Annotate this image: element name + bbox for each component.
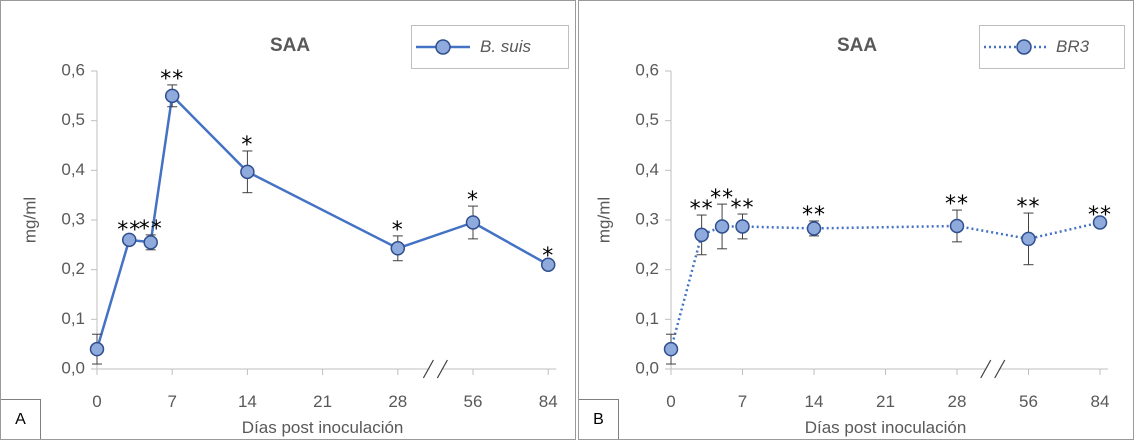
axis-break-mark: [980, 359, 992, 379]
chart-panel-b: SAA mg/ml Días post inoculación 0,0 0,1 0,2 0,…: [578, 0, 1134, 440]
data-point: [663, 341, 679, 357]
x-tick-label: 14: [805, 392, 824, 411]
x-tick-label: 84: [539, 392, 558, 411]
data-point: [540, 257, 556, 272]
x-tick-label: 56: [1019, 392, 1038, 411]
data-point: [465, 215, 481, 230]
significance-label: *: [392, 218, 404, 243]
y-tick-label: 0,1: [61, 309, 85, 328]
significance-label: **: [731, 196, 755, 221]
y-tick-label: 0,4: [635, 160, 659, 179]
y-tick-label: 0,6: [635, 60, 659, 79]
y-tick-label: 0,5: [635, 110, 659, 129]
y-tick-label: 0,6: [61, 60, 85, 79]
x-axis-label: Días post inoculación: [242, 418, 404, 437]
data-point: [806, 221, 822, 236]
legend-b: BR3: [979, 25, 1125, 69]
x-tick-label: 14: [238, 392, 257, 411]
data-point: [714, 219, 730, 234]
chart-title: SAA: [270, 35, 310, 56]
y-tick-label: 0,2: [61, 259, 85, 278]
significance-label: **: [160, 67, 184, 92]
y-tick-label: 0,3: [635, 209, 659, 228]
axis-break-mark: [436, 359, 448, 379]
legend-label-b: BR3: [1056, 37, 1090, 56]
legend-swatch-b: [984, 39, 1046, 55]
x-tick-label: 21: [876, 392, 895, 411]
legend-a: B. suis: [411, 25, 569, 69]
x-tick-label: 0: [92, 392, 101, 411]
y-tick-label: 0,4: [61, 160, 85, 179]
significance-label: **: [1017, 195, 1041, 220]
data-point: [240, 164, 255, 180]
series-line: [95, 94, 549, 350]
chart-title: SAA: [837, 35, 877, 56]
significance-label: **: [802, 203, 826, 228]
data-point: [949, 218, 965, 234]
y-axis-label: mg/ml: [20, 197, 39, 243]
significance-label: *: [542, 244, 554, 269]
significance-label: **: [117, 218, 141, 243]
significance-label: *: [467, 188, 479, 213]
axis-break-mark: [422, 359, 434, 379]
data-point: [143, 235, 158, 250]
x-tick-label: 7: [738, 392, 747, 411]
significance-label: **: [945, 192, 969, 217]
legend-label-a: B. suis: [480, 37, 532, 56]
x-tick-label: 21: [313, 392, 332, 411]
data-point: [694, 227, 709, 243]
series-line: [669, 221, 1101, 350]
y-tick-label: 0,3: [61, 209, 85, 228]
data-point: [390, 241, 406, 256]
x-tick-label: 28: [948, 392, 967, 411]
chart-svg-b: SAA mg/ml Días post inoculación 0,0 0,1 0,2 0,…: [594, 35, 1112, 437]
y-axis-label: mg/ml: [594, 197, 613, 243]
panel-letter-a: A: [1, 399, 41, 439]
significance-label: **: [710, 186, 734, 211]
data-point: [735, 219, 750, 234]
y-tick-label: 0,0: [635, 358, 659, 377]
data-point: [164, 88, 180, 104]
significance-label: **: [1088, 203, 1112, 228]
x-tick-label: 0: [666, 392, 675, 411]
x-tick-label: 28: [388, 392, 407, 411]
axis-break-mark: [994, 359, 1006, 379]
data-point: [89, 341, 105, 357]
y-tick-label: 0,1: [635, 309, 659, 328]
significance-label: **: [690, 197, 714, 222]
data-point: [1092, 215, 1108, 230]
significance-label: **: [139, 217, 163, 242]
x-tick-label: 84: [1091, 392, 1110, 411]
y-tick-label: 0,5: [61, 110, 85, 129]
panel-letter-b: B: [579, 399, 619, 439]
x-tick-label: 7: [167, 392, 176, 411]
data-point: [121, 232, 137, 248]
x-tick-label: 56: [464, 392, 483, 411]
legend-swatch-a: [416, 39, 470, 55]
chart-svg-a: SAA mg/ml Días post inoculación 0,0 0,1 0,2 0,…: [20, 35, 558, 437]
y-tick-label: 0,0: [61, 358, 85, 377]
significance-label: *: [241, 133, 253, 158]
x-axis-label: Días post inoculación: [805, 418, 967, 437]
y-tick-label: 0,2: [635, 259, 659, 278]
data-point: [1021, 231, 1036, 247]
chart-panel-a: SAA mg/ml Días post inoculación 0,0 0,1 0,2 0,…: [0, 0, 576, 440]
